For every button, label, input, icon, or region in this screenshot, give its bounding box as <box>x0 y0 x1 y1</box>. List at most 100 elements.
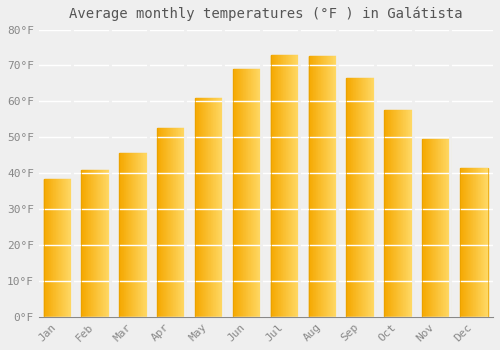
Bar <box>167 128 168 317</box>
Bar <box>353 78 354 317</box>
Bar <box>318 56 319 317</box>
Bar <box>432 139 434 317</box>
Bar <box>282 55 284 317</box>
Bar <box>49 178 50 317</box>
Bar <box>134 153 135 317</box>
Bar <box>129 153 130 317</box>
Bar <box>439 139 440 317</box>
Bar <box>428 139 429 317</box>
Bar <box>319 56 320 317</box>
Bar <box>67 178 68 317</box>
Bar <box>140 153 141 317</box>
Bar <box>388 110 389 317</box>
Bar <box>460 168 462 317</box>
Bar <box>325 56 326 317</box>
Bar <box>98 170 99 317</box>
Bar <box>369 78 370 317</box>
Bar <box>348 78 349 317</box>
Bar <box>270 55 272 317</box>
Bar <box>250 69 252 317</box>
Bar <box>358 78 359 317</box>
Bar <box>199 98 200 317</box>
Bar <box>53 178 54 317</box>
Bar <box>389 110 390 317</box>
Bar <box>287 55 288 317</box>
Bar <box>206 98 207 317</box>
Bar <box>278 55 279 317</box>
Bar <box>486 168 487 317</box>
Bar <box>410 110 411 317</box>
Bar <box>159 128 160 317</box>
Bar <box>297 55 298 317</box>
Bar <box>99 170 100 317</box>
Bar <box>169 128 170 317</box>
Bar <box>175 128 176 317</box>
Bar <box>185 128 186 317</box>
Bar <box>362 78 364 317</box>
Bar <box>368 78 369 317</box>
Bar <box>370 78 371 317</box>
Bar <box>272 55 273 317</box>
Bar <box>424 139 425 317</box>
Bar <box>208 98 209 317</box>
Bar <box>465 168 466 317</box>
Bar <box>147 153 148 317</box>
Bar <box>209 98 210 317</box>
Bar <box>324 56 325 317</box>
Bar <box>310 56 312 317</box>
Bar <box>360 78 362 317</box>
Bar <box>475 168 476 317</box>
Bar <box>245 69 246 317</box>
Bar <box>372 78 374 317</box>
Bar <box>479 168 480 317</box>
Bar <box>405 110 406 317</box>
Bar <box>240 69 242 317</box>
Bar <box>442 139 444 317</box>
Bar <box>237 69 238 317</box>
Bar <box>329 56 330 317</box>
Bar <box>90 170 92 317</box>
Bar <box>430 139 432 317</box>
Bar <box>236 69 237 317</box>
Bar <box>204 98 205 317</box>
Bar <box>467 168 468 317</box>
Bar <box>104 170 105 317</box>
Bar <box>137 153 138 317</box>
Bar <box>309 56 310 317</box>
Bar <box>482 168 484 317</box>
Bar <box>107 170 108 317</box>
Bar <box>447 139 448 317</box>
Bar <box>96 170 97 317</box>
Bar <box>222 98 224 317</box>
Bar <box>477 168 478 317</box>
Bar <box>468 168 469 317</box>
Bar <box>221 98 222 317</box>
Bar <box>234 69 235 317</box>
Bar <box>316 56 317 317</box>
Bar <box>349 78 350 317</box>
Bar <box>182 128 184 317</box>
Bar <box>59 178 60 317</box>
Bar <box>158 128 159 317</box>
Bar <box>396 110 397 317</box>
Bar <box>394 110 395 317</box>
Bar <box>395 110 396 317</box>
Bar <box>422 139 423 317</box>
Bar <box>176 128 177 317</box>
Bar <box>70 178 71 317</box>
Bar <box>464 168 465 317</box>
Bar <box>46 178 47 317</box>
Bar <box>367 78 368 317</box>
Bar <box>390 110 392 317</box>
Bar <box>274 55 275 317</box>
Bar <box>85 170 86 317</box>
Bar <box>385 110 386 317</box>
Bar <box>106 170 107 317</box>
Bar <box>426 139 427 317</box>
Bar <box>256 69 257 317</box>
Bar <box>472 168 474 317</box>
Bar <box>160 128 162 317</box>
Bar <box>248 69 249 317</box>
Bar <box>170 128 172 317</box>
Bar <box>246 69 247 317</box>
